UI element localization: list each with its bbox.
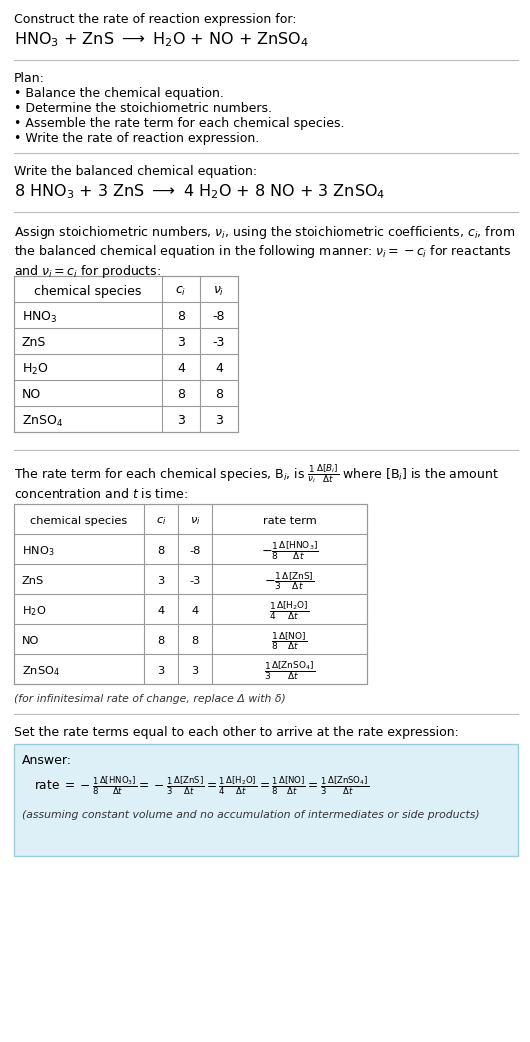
Text: The rate term for each chemical species, B$_i$, is $\frac{1}{\nu_i}\frac{\Delta[: The rate term for each chemical species,… xyxy=(14,462,499,501)
Text: Write the balanced chemical equation:: Write the balanced chemical equation: xyxy=(14,165,257,178)
Text: $\nu_i$: $\nu_i$ xyxy=(213,284,225,298)
Text: H$_2$O: H$_2$O xyxy=(22,604,46,618)
Text: $\nu_i$: $\nu_i$ xyxy=(190,515,200,527)
Text: • Determine the stoichiometric numbers.: • Determine the stoichiometric numbers. xyxy=(14,102,272,115)
Text: -8: -8 xyxy=(189,546,201,556)
Text: Answer:: Answer: xyxy=(22,754,72,767)
Text: 8: 8 xyxy=(177,311,185,323)
Text: 8: 8 xyxy=(177,389,185,401)
Text: 4: 4 xyxy=(215,363,223,375)
Text: -3: -3 xyxy=(189,576,201,586)
Text: chemical species: chemical species xyxy=(30,516,128,526)
Text: NO: NO xyxy=(22,389,41,401)
Text: ZnS: ZnS xyxy=(22,337,47,349)
Text: $-\frac{1}{3}\frac{\Delta[\mathrm{ZnS}]}{\Delta t}$: $-\frac{1}{3}\frac{\Delta[\mathrm{ZnS}]}… xyxy=(264,570,315,592)
Text: 8: 8 xyxy=(157,636,165,646)
Text: Set the rate terms equal to each other to arrive at the rate expression:: Set the rate terms equal to each other t… xyxy=(14,726,459,739)
Text: 3: 3 xyxy=(191,666,199,676)
Text: ZnSO$_4$: ZnSO$_4$ xyxy=(22,664,60,678)
Text: $c_i$: $c_i$ xyxy=(175,284,187,298)
Text: 8: 8 xyxy=(157,546,165,556)
Text: 4: 4 xyxy=(157,606,164,616)
Text: rate $= -\frac{1}{8}\frac{\Delta[\mathrm{HNO_3}]}{\Delta t} = -\frac{1}{3}\frac{: rate $= -\frac{1}{8}\frac{\Delta[\mathrm… xyxy=(34,774,369,796)
Text: $\frac{1}{8}\frac{\Delta[\mathrm{NO}]}{\Delta t}$: $\frac{1}{8}\frac{\Delta[\mathrm{NO}]}{\… xyxy=(271,630,307,652)
Text: (assuming constant volume and no accumulation of intermediates or side products): (assuming constant volume and no accumul… xyxy=(22,810,480,820)
Text: HNO$_3$: HNO$_3$ xyxy=(22,544,55,557)
FancyBboxPatch shape xyxy=(14,744,518,855)
FancyBboxPatch shape xyxy=(14,504,367,684)
Text: 3: 3 xyxy=(177,415,185,427)
Text: rate term: rate term xyxy=(263,516,316,526)
Text: HNO$_3$: HNO$_3$ xyxy=(22,309,58,324)
Text: H$_2$O: H$_2$O xyxy=(22,362,49,376)
Text: -8: -8 xyxy=(213,311,225,323)
Text: 3: 3 xyxy=(215,415,223,427)
Text: • Assemble the rate term for each chemical species.: • Assemble the rate term for each chemic… xyxy=(14,117,344,130)
Text: 8: 8 xyxy=(215,389,223,401)
Text: Plan:: Plan: xyxy=(14,72,45,85)
Text: $-\frac{1}{8}\frac{\Delta[\mathrm{HNO_3}]}{\Delta t}$: $-\frac{1}{8}\frac{\Delta[\mathrm{HNO_3}… xyxy=(261,540,319,563)
Text: • Balance the chemical equation.: • Balance the chemical equation. xyxy=(14,86,224,100)
Text: Assign stoichiometric numbers, $\nu_i$, using the stoichiometric coefficients, $: Assign stoichiometric numbers, $\nu_i$, … xyxy=(14,224,515,280)
Text: 4: 4 xyxy=(177,363,185,375)
Text: NO: NO xyxy=(22,636,39,646)
Text: ZnS: ZnS xyxy=(22,576,44,586)
Text: $\frac{1}{4}\frac{\Delta[\mathrm{H_2O}]}{\Delta t}$: $\frac{1}{4}\frac{\Delta[\mathrm{H_2O}]}… xyxy=(269,599,310,622)
Text: -3: -3 xyxy=(213,337,225,349)
Text: $c_i$: $c_i$ xyxy=(156,515,166,527)
Text: 4: 4 xyxy=(191,606,199,616)
Text: 3: 3 xyxy=(157,666,165,676)
Text: $\frac{1}{3}\frac{\Delta[\mathrm{ZnSO_4}]}{\Delta t}$: $\frac{1}{3}\frac{\Delta[\mathrm{ZnSO_4}… xyxy=(264,660,315,683)
Text: Construct the rate of reaction expression for:: Construct the rate of reaction expressio… xyxy=(14,13,296,26)
Text: (for infinitesimal rate of change, replace Δ with δ): (for infinitesimal rate of change, repla… xyxy=(14,694,286,704)
Text: 8 HNO$_3$ + 3 ZnS $\longrightarrow$ 4 H$_2$O + 8 NO + 3 ZnSO$_4$: 8 HNO$_3$ + 3 ZnS $\longrightarrow$ 4 H$… xyxy=(14,182,385,201)
Text: 3: 3 xyxy=(177,337,185,349)
Text: HNO$_3$ + ZnS $\longrightarrow$ H$_2$O + NO + ZnSO$_4$: HNO$_3$ + ZnS $\longrightarrow$ H$_2$O +… xyxy=(14,30,309,49)
Text: 8: 8 xyxy=(191,636,199,646)
Text: ZnSO$_4$: ZnSO$_4$ xyxy=(22,414,64,428)
FancyBboxPatch shape xyxy=(14,276,238,432)
Text: • Write the rate of reaction expression.: • Write the rate of reaction expression. xyxy=(14,132,259,145)
Text: chemical species: chemical species xyxy=(34,284,142,298)
Text: 3: 3 xyxy=(157,576,165,586)
